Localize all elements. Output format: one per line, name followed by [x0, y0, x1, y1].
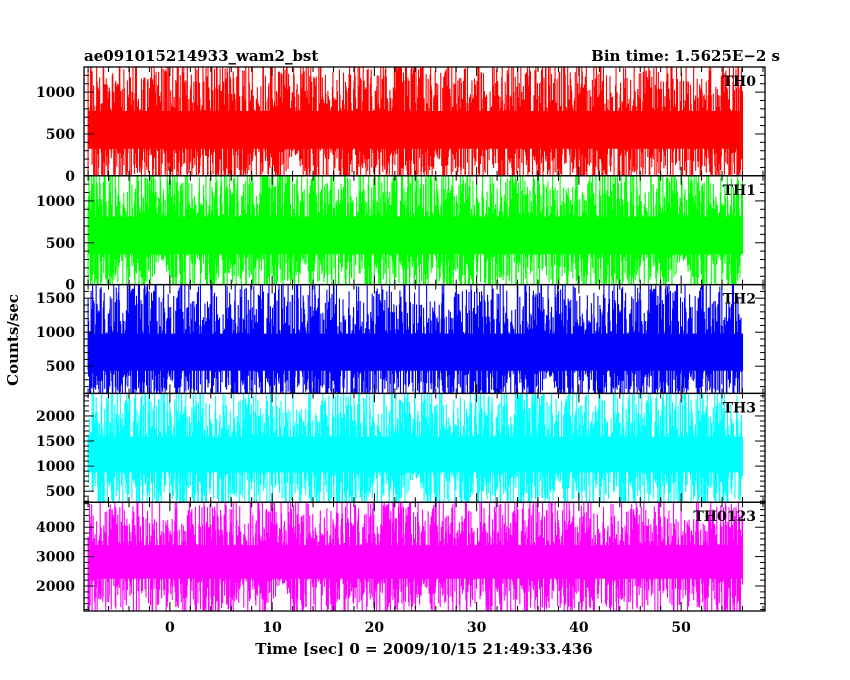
x-tick-label: 10 [262, 620, 282, 636]
panel-th0: 0 500 1000 TH0 [36, 66, 766, 185]
y-tick-label: 1500 [36, 434, 75, 450]
panel-th0123: 2000 3000 4000 TH0123 [36, 501, 766, 612]
panel-th3: 500 1000 1500 2000 TH3 [36, 392, 766, 503]
y-tick-label: 500 [46, 236, 75, 252]
y-tick-label: 2000 [36, 409, 75, 425]
chart-title: ae091015214933_wam2_bst [84, 47, 318, 65]
x-axis-ticks: 0 10 20 30 40 50 [165, 620, 691, 636]
series-label: TH0123 [693, 509, 756, 525]
panel-th2: 500 1000 1500 TH2 [36, 283, 766, 395]
x-tick-label: 0 [165, 620, 175, 636]
x-tick-label: 20 [365, 620, 385, 636]
y-tick-label: 500 [46, 359, 75, 375]
panel-th1: 0 500 1000 TH1 [36, 175, 766, 294]
y-tick-label: 3000 [36, 550, 75, 566]
x-axis-title: Time [sec] 0 = 2009/10/15 21:49:33.436 [255, 640, 592, 658]
y-tick-label: 0 [65, 169, 75, 185]
y-tick-label: 4000 [36, 520, 75, 536]
y-tick-label: 500 [46, 484, 75, 500]
series-trace-th0 [87, 67, 744, 176]
series-trace-th3 [87, 393, 744, 503]
series-label: TH3 [723, 400, 756, 416]
chart-subtitle: Bin time: 1.5625E−2 s [591, 47, 780, 65]
series-trace-th0123 [87, 502, 744, 611]
x-tick-label: 50 [671, 620, 691, 636]
y-tick-label: 500 [46, 127, 75, 143]
y-tick-label: 1000 [36, 194, 75, 210]
y-tick-label: 1000 [36, 85, 75, 101]
series-label: TH2 [723, 292, 756, 308]
panels: 0 500 1000 TH0 0 500 1000 TH1 500 1000 1500 TH2 500 1… [36, 66, 766, 612]
series-trace-th2 [87, 284, 744, 394]
y-tick-label: 0 [65, 278, 75, 294]
series-trace-th1 [87, 175, 744, 285]
series-label: TH1 [723, 183, 756, 199]
series-label: TH0 [723, 74, 757, 90]
y-tick-label: 1000 [36, 325, 75, 341]
x-tick-label: 30 [467, 620, 487, 636]
x-tick-label: 40 [569, 620, 589, 636]
y-axis-title: Counts/sec [4, 294, 22, 386]
y-tick-label: 1500 [36, 291, 75, 307]
y-tick-label: 1000 [36, 459, 75, 475]
y-tick-label: 2000 [36, 579, 75, 595]
